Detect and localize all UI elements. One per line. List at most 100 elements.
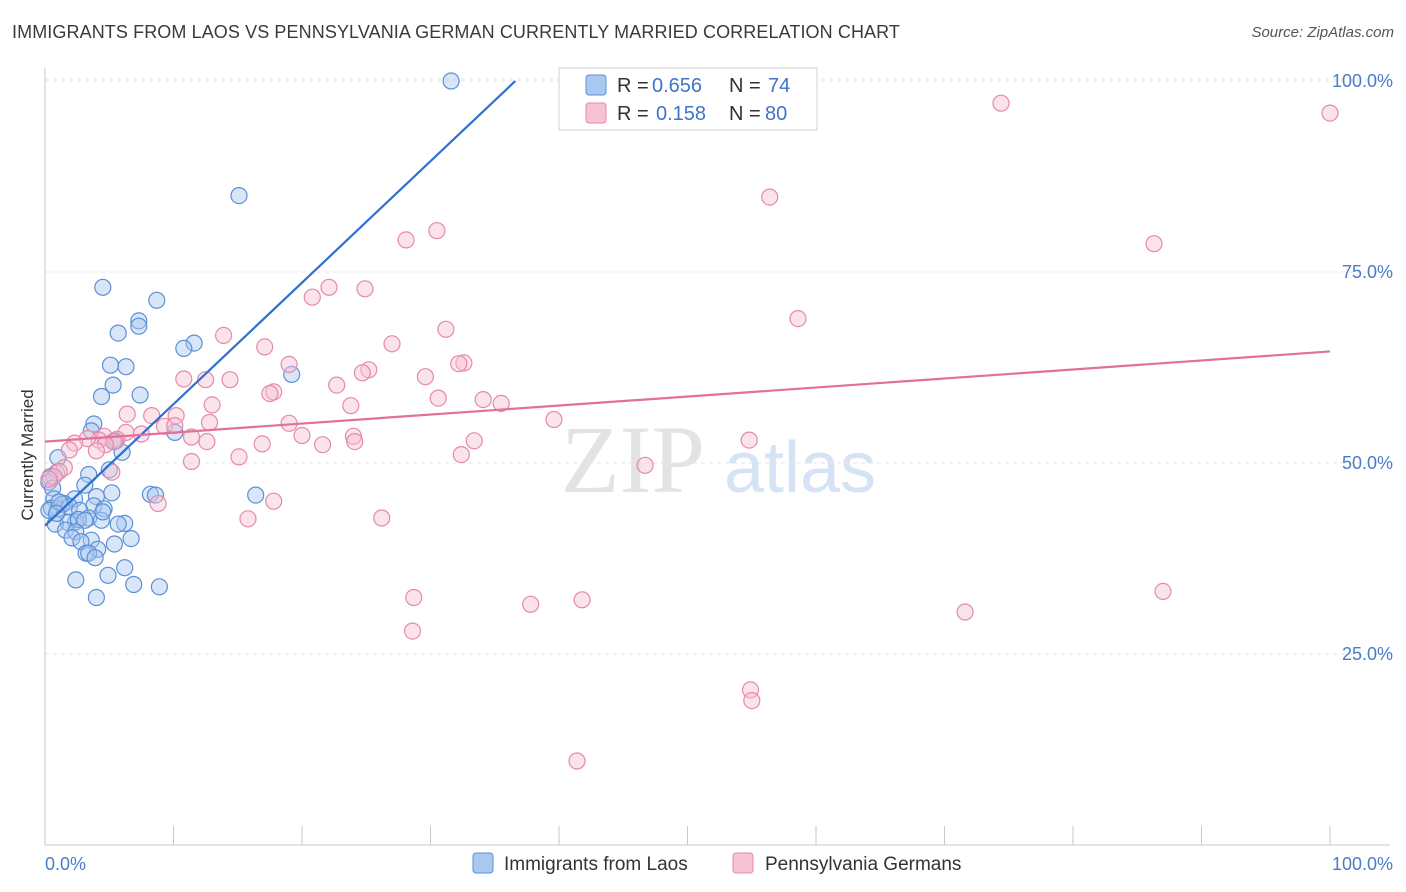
point-pa-german-52 [346, 433, 364, 451]
point-pa-german-61 [636, 456, 654, 474]
point-pa-german-32 [143, 407, 161, 425]
legend-r-label-2: R = [617, 103, 649, 125]
point-pa-german-10 [437, 320, 455, 338]
x-tick-label-right: 100.0% [1332, 854, 1393, 874]
point-pa-german-75 [956, 603, 974, 621]
point-laos-2 [94, 278, 112, 296]
chart-title: IMMIGRANTS FROM LAOS VS PENNSYLVANIA GER… [12, 22, 901, 42]
point-laos-22 [100, 461, 118, 479]
point-pa-german-26 [429, 389, 447, 407]
point-pa-german-16 [280, 355, 298, 373]
point-pa-german-11 [215, 326, 233, 344]
point-laos-14 [131, 386, 149, 404]
point-pa-german-70 [239, 510, 257, 528]
point-pa-german-28 [492, 394, 510, 412]
point-pa-german-18 [353, 364, 371, 382]
bottom-legend-swatch-blue [472, 852, 494, 874]
point-pa-german-69 [373, 509, 391, 527]
point-pa-german-58 [452, 446, 470, 464]
point-pa-german-74 [1154, 582, 1172, 601]
point-laos-8 [175, 339, 193, 357]
point-pa-german-30 [203, 396, 221, 414]
watermark-atlas: atlas [724, 428, 876, 508]
point-pa-german-51 [314, 436, 332, 454]
point-laos-6 [130, 317, 148, 335]
point-pa-german-73 [573, 591, 591, 609]
watermark-zip: ZIP [561, 406, 705, 513]
point-pa-german-34 [545, 410, 563, 429]
legend-n-value-2: 80 [765, 103, 787, 125]
legend-n-label-2: N = [729, 103, 761, 125]
point-pa-german-13 [256, 338, 274, 356]
point-pa-german-29 [342, 397, 360, 415]
point-pa-german-27 [474, 391, 492, 409]
point-laos-0 [442, 72, 460, 90]
point-laos-12 [104, 376, 122, 394]
point-laos-23 [80, 465, 98, 484]
point-laos-50 [76, 511, 94, 529]
point-laos-15 [85, 415, 103, 433]
point-laos-65 [116, 559, 134, 577]
trend-line-pa-german [44, 350, 1331, 443]
point-laos-7 [185, 334, 203, 352]
point-pa-german-67 [265, 492, 283, 510]
point-pa-german-36 [200, 413, 219, 432]
y-tick-label-0: 25.0% [1342, 644, 1393, 664]
point-pa-german-4 [397, 231, 415, 249]
point-pa-german-60 [182, 452, 201, 471]
point-pa-german-62 [103, 463, 121, 481]
point-pa-german-25 [261, 384, 279, 403]
point-pa-german-72 [522, 595, 540, 613]
point-pa-german-9 [789, 310, 807, 328]
point-laos-4 [130, 312, 148, 330]
point-laos-67 [99, 566, 117, 584]
point-laos-51 [109, 515, 127, 533]
y-tick-label-2: 75.0% [1342, 262, 1393, 282]
point-laos-13 [92, 387, 111, 406]
y-tick-label-3: 100.0% [1332, 71, 1393, 91]
trend-lines [44, 80, 1331, 527]
point-pa-german-53 [465, 432, 483, 450]
bottom-legend-swatch-pink [732, 852, 754, 874]
point-pa-german-14 [455, 354, 473, 372]
legend-n-label-1: N = [729, 75, 761, 97]
point-pa-german-59 [230, 448, 248, 466]
bottom-legend-label-pa-german: Pennsylvania Germans [765, 854, 961, 875]
point-pa-german-76 [403, 622, 422, 640]
x-tick-label-left: 0.0% [45, 854, 86, 874]
gridlines [45, 78, 1390, 655]
point-pa-german-2 [761, 188, 779, 206]
point-laos-9 [283, 365, 301, 383]
point-pa-german-12 [383, 335, 401, 353]
point-laos-11 [117, 358, 135, 376]
point-laos-33 [247, 486, 265, 504]
point-pa-german-15 [450, 355, 468, 373]
point-pa-german-22 [197, 371, 215, 389]
point-pa-german-6 [320, 278, 338, 296]
point-pa-german-7 [356, 280, 374, 298]
point-pa-german-50 [253, 435, 271, 453]
axes [44, 68, 1390, 846]
point-pa-german-80 [568, 752, 586, 770]
point-pa-german-8 [303, 288, 321, 306]
legend-r-value-1: 0.656 [652, 75, 702, 97]
point-pa-german-77 [740, 431, 758, 449]
point-pa-german-66 [40, 470, 58, 488]
point-pa-german-57 [60, 441, 79, 459]
point-laos-72 [94, 503, 112, 521]
point-laos-56 [63, 529, 81, 547]
source-label: Source: ZipAtlas.com [1251, 24, 1394, 41]
point-pa-german-19 [416, 368, 434, 386]
point-laos-49 [116, 514, 134, 533]
point-laos-3 [148, 291, 166, 309]
point-pa-german-20 [175, 370, 193, 388]
point-pa-german-3 [428, 222, 446, 240]
point-pa-german-1 [1321, 104, 1339, 122]
point-laos-70 [87, 588, 106, 607]
point-laos-59 [122, 529, 140, 548]
data-points [40, 72, 1339, 770]
point-laos-58 [105, 535, 124, 553]
legend-n-value-1: 74 [768, 75, 790, 97]
bottom-legend: Immigrants from Laos Pennsylvania German… [472, 852, 961, 875]
